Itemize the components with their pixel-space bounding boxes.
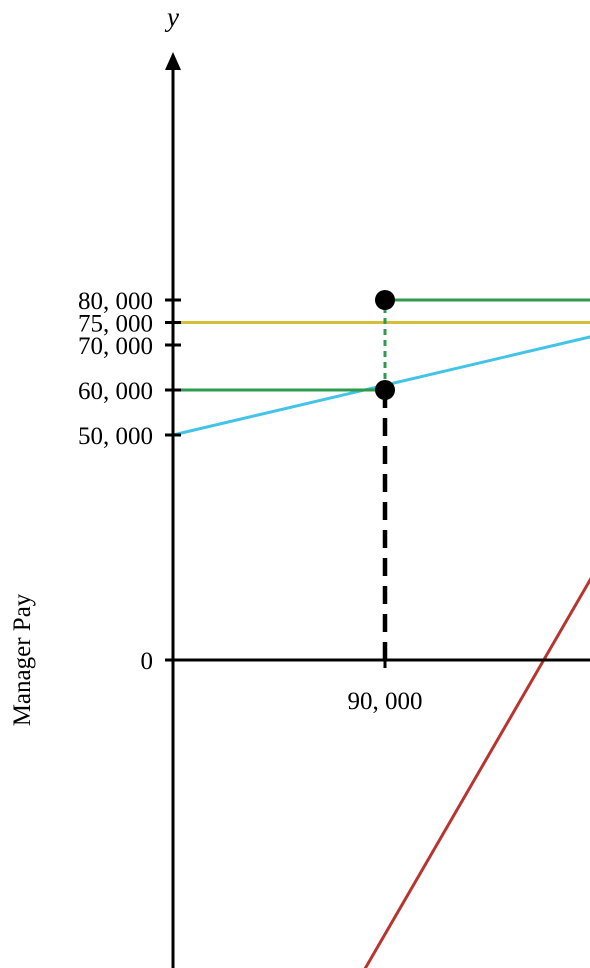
point-marker-1 — [375, 290, 395, 310]
series-line-6 — [363, 577, 590, 968]
y-tick-label-4: 70, 000 — [78, 333, 153, 360]
series-line-2 — [172, 335, 590, 437]
y-tick-label-1: 0 — [141, 648, 154, 675]
y-axis-symbol: y — [164, 2, 179, 32]
y-axis-arrow-icon — [165, 52, 181, 70]
y-tick-label-2: 50, 000 — [78, 423, 153, 450]
y-tick-label-6: 80, 000 — [78, 288, 153, 315]
point-marker-2 — [375, 380, 395, 400]
x-tick-label-1: 90, 000 — [348, 688, 423, 715]
series-layer — [172, 298, 590, 968]
y-tick-label-5: 75, 000 — [78, 311, 153, 338]
marker-layer — [375, 290, 395, 400]
y-axis-label: Manager Pay — [9, 593, 36, 726]
y-tick-label-3: 60, 000 — [78, 378, 153, 405]
